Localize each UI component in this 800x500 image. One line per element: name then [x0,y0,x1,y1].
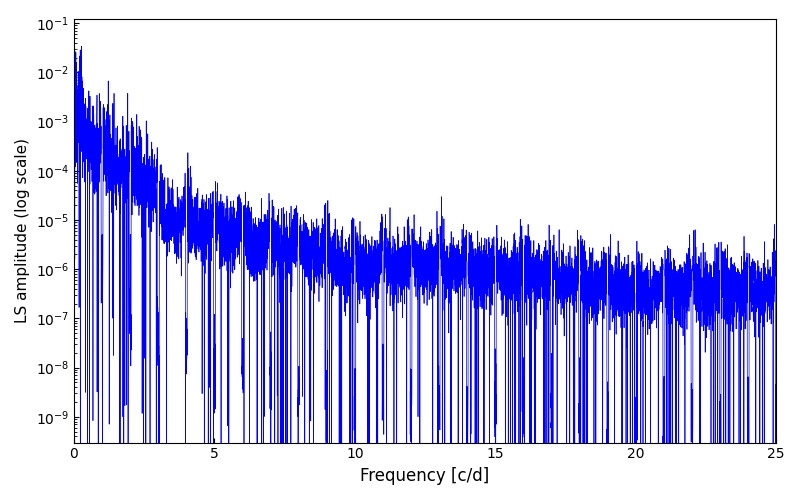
Y-axis label: LS amplitude (log scale): LS amplitude (log scale) [15,138,30,324]
X-axis label: Frequency [c/d]: Frequency [c/d] [361,467,490,485]
